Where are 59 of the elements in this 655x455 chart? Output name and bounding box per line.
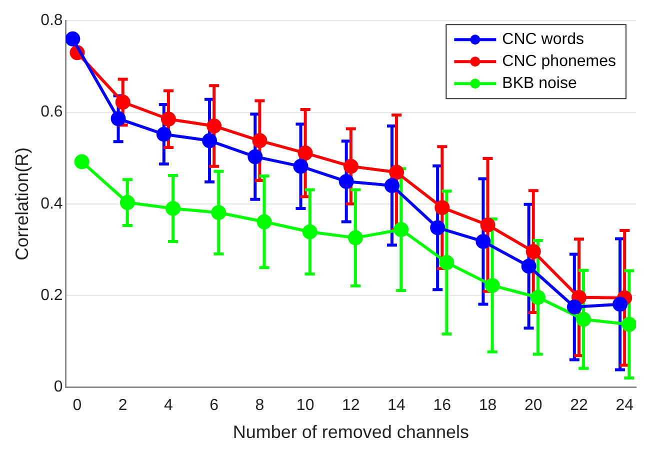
point (256, 214, 272, 230)
point (521, 258, 536, 274)
point (166, 200, 181, 216)
point (439, 255, 454, 270)
x-tick-label: 4 (164, 397, 174, 414)
point (206, 118, 222, 134)
x-tick-label: 12 (342, 397, 360, 414)
legend-label: BKB noise (502, 75, 577, 92)
point (252, 133, 268, 148)
point (434, 200, 450, 216)
y-tick-label: 0.4 (40, 195, 63, 212)
point (74, 154, 90, 170)
x-tick-label: 0 (72, 397, 82, 414)
point (622, 316, 636, 332)
point (394, 222, 409, 238)
x-tick-label: 8 (255, 397, 264, 414)
point (302, 224, 318, 240)
y-tick-label: 0.6 (40, 104, 63, 121)
y-tick-label: 0.8 (40, 12, 63, 30)
point (566, 300, 582, 315)
y-axis-title: Correlation(R) (12, 147, 32, 260)
x-tick-label: 16 (433, 397, 452, 414)
point (476, 234, 491, 249)
point (298, 146, 313, 161)
point (576, 312, 592, 327)
x-tick-label: 22 (570, 397, 588, 414)
y-tick-label: 0.2 (40, 286, 63, 304)
x-tick-label: 20 (524, 397, 542, 414)
point (526, 244, 541, 260)
point (430, 220, 446, 236)
point (248, 149, 263, 164)
point (160, 112, 176, 127)
x-tick-label: 18 (478, 397, 497, 414)
point (66, 31, 80, 46)
x-tick-label: 24 (616, 397, 634, 414)
legend-label: CNC phonemes (502, 53, 616, 70)
point (348, 230, 363, 246)
x-tick-label: 14 (388, 397, 406, 414)
point (389, 164, 404, 180)
point (293, 158, 308, 174)
point (343, 158, 358, 174)
point (612, 296, 628, 312)
point (484, 278, 500, 293)
point (110, 111, 126, 126)
point (120, 195, 135, 210)
point (202, 133, 218, 148)
legend-label: CNC words (502, 31, 584, 48)
point (338, 174, 354, 189)
y-tick-label: 0 (54, 378, 63, 396)
point (211, 205, 226, 220)
point (115, 94, 130, 110)
point (480, 217, 496, 232)
point (530, 290, 546, 305)
point (384, 178, 400, 194)
x-tick-label: 2 (118, 397, 128, 414)
x-tick-label: 6 (210, 397, 219, 414)
point (156, 126, 172, 142)
x-axis-title: Number of removed channels (232, 422, 469, 442)
x-tick-label: 10 (296, 397, 314, 414)
